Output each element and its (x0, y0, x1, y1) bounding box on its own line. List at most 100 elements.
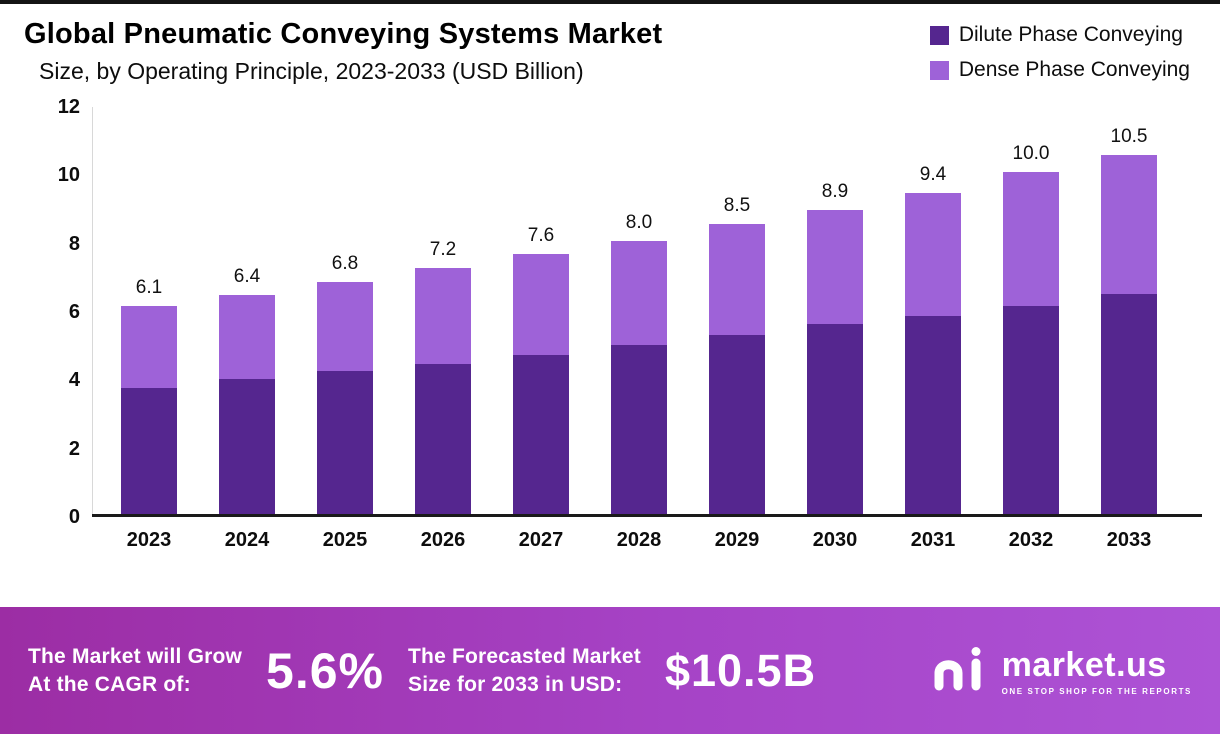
stacked-bar (905, 192, 961, 514)
plot-area: 6.1 6.4 6.8 7.2 7.6 8.0 8.5 8.9 9.4 10.0 10.5 (92, 107, 1202, 517)
y-axis-tick-label: 4 (68, 369, 80, 392)
x-axis-label: 2033 (1106, 529, 1152, 551)
dense-phase-segment (219, 295, 275, 380)
chart-title-line2: Size, by Operating Principle, 2023-2033 … (39, 58, 584, 84)
dense-phase-segment (121, 305, 177, 388)
x-axis-label: 2032 (1008, 529, 1054, 551)
cagr-value: 5.6% (266, 642, 385, 699)
bar-total-label: 8.0 (625, 211, 653, 233)
bar-total-label: 7.2 (429, 239, 457, 261)
x-axis-label: 2029 (714, 529, 760, 551)
brand-tagline: ONE STOP SHOP FOR THE REPORTS (1001, 686, 1192, 696)
dense-phase-segment (1003, 172, 1059, 306)
dilute-phase-segment (121, 387, 177, 514)
dilute-phase-segment (317, 370, 373, 514)
bar-column: 6.8 (296, 253, 394, 514)
bar-total-label: 9.4 (919, 163, 947, 185)
x-axis-label: 2031 (910, 529, 956, 551)
legend: Dilute Phase Conveying Dense Phase Convey… (929, 18, 1190, 93)
bar-column: 7.6 (492, 225, 590, 514)
forecast-label-line2: Size for 2033 in USD: (408, 672, 623, 696)
x-axis-label: 2025 (322, 529, 368, 551)
dilute-phase-segment (1003, 305, 1059, 514)
forecast-label-line1: The Forecasted Market (408, 645, 641, 669)
legend-label: Dilute Phase Conveying (958, 23, 1183, 46)
stacked-bar (317, 281, 373, 514)
stacked-bar (807, 209, 863, 514)
dilute-phase-segment (611, 344, 667, 514)
chart-title: Global Pneumatic Conveying Systems Marke… (24, 18, 662, 93)
stacked-bar (1003, 172, 1059, 514)
dense-phase-segment (709, 223, 765, 335)
bar-total-label: 8.9 (821, 180, 849, 202)
dilute-phase-segment (807, 324, 863, 514)
dilute-phase-segment (219, 379, 275, 514)
legend-label: Dense Phase Conveying (958, 58, 1190, 81)
bar-column: 10.0 (982, 143, 1080, 514)
brand-text: market.us ONE STOP SHOP FOR THE REPORTS (1002, 646, 1192, 696)
cagr-label-line2: At the CAGR of: (28, 672, 191, 696)
marketus-logo-icon (932, 645, 990, 696)
dense-phase-segment (415, 268, 471, 364)
y-axis: 0 2 4 6 8 10 12 (0, 96, 92, 528)
dilute-phase-segment (415, 363, 471, 514)
bar-column: 7.2 (394, 239, 492, 514)
footer-banner: The Market will Grow At the CAGR of: 5.6… (0, 607, 1220, 734)
bar-total-label: 7.6 (527, 225, 555, 247)
forecast-label: The Forecasted Market Size for 2033 in U… (408, 643, 641, 698)
dilute-phase-segment (1101, 293, 1157, 514)
bar-column: 8.9 (786, 181, 884, 514)
legend-swatch (929, 25, 949, 45)
stacked-bar (513, 254, 569, 514)
y-axis-tick-label: 0 (68, 506, 80, 528)
y-axis-tick-label: 8 (68, 232, 80, 255)
dilute-phase-segment (905, 315, 961, 514)
x-axis-label: 2027 (518, 529, 564, 551)
bar-total-label: 8.5 (723, 194, 751, 216)
dense-phase-segment (513, 254, 569, 356)
legend-swatch (929, 60, 949, 80)
stacked-bar (121, 305, 177, 514)
bar-column: 6.4 (198, 266, 296, 514)
y-axis-tick-label: 10 (57, 164, 80, 187)
chart-area: 0 2 4 6 8 10 12 6.1 6.4 6.8 7.2 7.6 8.0 8.5 8.9 9.4 10.… (0, 93, 1220, 552)
y-axis-tick-label: 2 (68, 437, 80, 460)
x-axis-label: 2028 (616, 529, 662, 551)
bar-total-label: 6.1 (135, 276, 163, 298)
x-axis-label: 2026 (420, 529, 466, 551)
x-axis-labels: 2023 2024 2025 2026 2027 2028 2029 2030 2031 2032… (92, 529, 1202, 552)
x-axis-label: 2023 (126, 529, 172, 551)
plot-column: 6.1 6.4 6.8 7.2 7.6 8.0 8.5 8.9 9.4 10.0 10.5 2023… (92, 107, 1202, 552)
bar-column: 8.5 (688, 195, 786, 514)
stacked-bar (415, 268, 471, 514)
dilute-phase-segment (513, 355, 569, 514)
dilute-phase-segment (709, 334, 765, 514)
stacked-bar (709, 223, 765, 514)
bar-column: 9.4 (884, 164, 982, 514)
forecast-value: $10.5B (664, 644, 817, 696)
bar-column: 10.5 (1080, 126, 1178, 514)
bar-total-label: 10.0 (1012, 143, 1050, 165)
x-axis-label: 2030 (812, 529, 858, 551)
bar-total-label: 10.5 (1110, 126, 1148, 148)
dense-phase-segment (905, 192, 961, 316)
marketus-logo: market.us ONE STOP SHOP FOR THE REPORTS (932, 645, 1192, 696)
x-axis-label: 2024 (224, 529, 270, 551)
bar-column: 6.1 (100, 277, 198, 514)
y-axis-tick-label: 6 (68, 301, 80, 323)
y-axis-tick-label: 12 (57, 96, 80, 118)
dense-phase-segment (611, 240, 667, 345)
bar-total-label: 6.4 (233, 266, 261, 288)
cagr-label-line1: The Market will Grow (28, 645, 243, 669)
stacked-bar (219, 295, 275, 514)
legend-item: Dense Phase Conveying (929, 58, 1190, 82)
bar-column: 8.0 (590, 212, 688, 514)
dense-phase-segment (1101, 155, 1157, 294)
bar-total-label: 6.8 (331, 252, 359, 274)
legend-item: Dilute Phase Conveying (929, 23, 1190, 47)
brand-name: market.us (1001, 645, 1167, 684)
chart-header: Global Pneumatic Conveying Systems Marke… (0, 4, 1220, 93)
stacked-bar (1101, 155, 1157, 514)
stacked-bar (611, 240, 667, 514)
